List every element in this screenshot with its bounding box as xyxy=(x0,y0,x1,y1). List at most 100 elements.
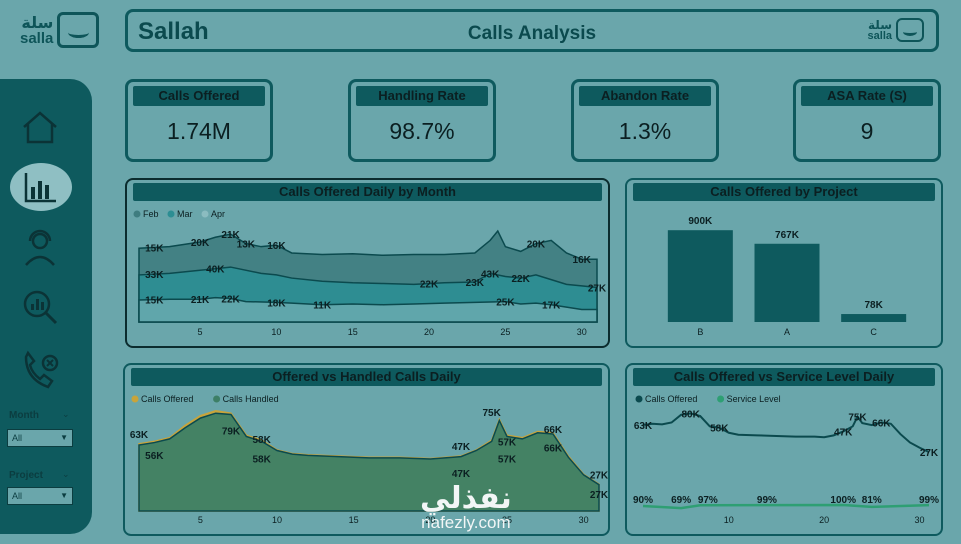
data-label: 20K xyxy=(527,240,546,251)
chart-title: Calls Offered by Project xyxy=(633,183,935,201)
data-label: 15K xyxy=(145,243,164,254)
data-label: 27K xyxy=(590,470,609,481)
chevron-down-icon[interactable]: ⌄ xyxy=(62,409,70,419)
legend-service-level: Service Level xyxy=(727,394,781,404)
data-label: 63K xyxy=(130,430,149,441)
data-label: 22K xyxy=(511,274,530,285)
x-tick-label: B xyxy=(697,327,703,337)
data-label: 66K xyxy=(544,425,563,436)
data-label: 13K xyxy=(237,240,256,251)
data-label: 15K xyxy=(145,296,164,307)
shopping-bag-icon xyxy=(57,12,100,48)
service-level-label: 99% xyxy=(919,495,939,506)
legend-feb-marker xyxy=(133,210,141,218)
chart-svg: Calls Offered Calls Handled 63K 56K 79K 58K 58… xyxy=(130,394,609,525)
project-filter-select[interactable]: All ▼ xyxy=(7,487,73,505)
month-filter-select[interactable]: All ▼ xyxy=(7,429,73,447)
bar-chart-icon[interactable] xyxy=(18,165,62,209)
legend-mar-marker xyxy=(167,210,175,218)
sidebar: Month ⌄ All ▼ Project ⌄ All ▼ xyxy=(0,79,92,534)
service-level-label: 81% xyxy=(862,495,882,506)
data-label: 23K xyxy=(466,278,485,289)
x-tick-label: 5 xyxy=(198,327,203,337)
month-filter-label: Month xyxy=(9,410,39,421)
data-label: 58K xyxy=(252,454,271,465)
x-tick-label: C xyxy=(870,327,877,337)
data-label: 63K xyxy=(634,421,653,432)
kpi-calls-offered: Calls Offered 1.74M xyxy=(125,79,273,162)
header-shopping-bag-icon xyxy=(896,18,924,42)
data-label: 47K xyxy=(452,442,471,453)
legend-calls-handled-marker xyxy=(213,395,221,403)
data-label: 11K xyxy=(313,301,332,312)
legend-calls-handled: Calls Handled xyxy=(223,394,279,404)
salla-logo: سلة salla xyxy=(20,12,100,48)
service-level-label: 69% xyxy=(671,495,691,506)
x-tick-label: 20 xyxy=(819,515,829,525)
x-tick-label: 10 xyxy=(271,327,281,337)
x-tick-label: 30 xyxy=(579,515,589,525)
data-label: 66K xyxy=(544,443,563,454)
call-cancel-icon[interactable] xyxy=(18,349,62,393)
project-filter-value: All xyxy=(12,491,23,501)
kpi-title: Abandon Rate xyxy=(579,86,711,106)
data-label: 79K xyxy=(222,426,241,437)
bar-B xyxy=(667,230,733,322)
x-tick-label: A xyxy=(784,327,790,337)
data-label: 27K xyxy=(588,283,607,294)
home-icon[interactable] xyxy=(18,105,62,149)
legend-calls-offered: Calls Offered xyxy=(645,394,697,404)
legend-apr-marker xyxy=(201,210,209,218)
kpi-title: Calls Offered xyxy=(133,86,265,106)
service-level-label: 90% xyxy=(633,495,653,506)
magnify-chart-icon[interactable] xyxy=(18,285,62,329)
data-label: 58K xyxy=(710,424,729,435)
call-agent-icon[interactable] xyxy=(18,225,62,269)
legend-calls-offered-marker xyxy=(635,395,643,403)
watermark-arabic: نفذلي xyxy=(420,481,512,516)
data-label: 75K xyxy=(848,413,867,424)
month-filter-value: All xyxy=(12,433,23,443)
x-tick-label: 10 xyxy=(272,515,282,525)
chart-svg: 900K B 767K A 78K C xyxy=(667,216,907,337)
legend-service-level-marker xyxy=(717,395,725,403)
x-tick-label: 20 xyxy=(424,327,434,337)
chart-calls-daily-by-month: Calls Offered Daily by Month Feb Mar Apr 15… xyxy=(125,178,610,348)
project-filter-label: Project xyxy=(9,470,43,481)
data-label: 21K xyxy=(191,295,210,306)
watermark-latin: nafezly.com xyxy=(421,513,511,532)
data-label: 17K xyxy=(542,301,561,312)
bar-value-label: 767K xyxy=(775,230,800,241)
header-bar: Sallah Calls Analysis سلة salla xyxy=(125,9,939,52)
chevron-down-icon[interactable]: ⌄ xyxy=(62,469,70,479)
legend-calls-offered-marker xyxy=(131,395,139,403)
x-tick-label: 25 xyxy=(500,327,510,337)
data-label: 22K xyxy=(221,294,240,305)
line-calls-offered xyxy=(642,412,930,454)
data-label: 40K xyxy=(206,265,225,276)
x-tick-label: 5 xyxy=(198,515,203,525)
kpi-title: Handling Rate xyxy=(356,86,488,106)
service-level-label: 100% xyxy=(830,495,856,506)
kpi-value: 98.7% xyxy=(389,118,455,144)
x-tick-label: 30 xyxy=(577,327,587,337)
header-logo-latin: salla xyxy=(867,29,892,42)
legend-apr: Apr xyxy=(211,209,225,219)
data-label: 43K xyxy=(481,269,500,280)
chart-svg: Calls Offered Service Level 63K 80K 58K 47K 75… xyxy=(633,394,939,525)
legend-feb: Feb xyxy=(143,209,159,219)
line-service-level xyxy=(642,503,930,510)
data-label: 27K xyxy=(590,490,609,501)
data-label: 58K xyxy=(252,435,271,446)
area-apr xyxy=(138,296,598,323)
x-tick-label: 30 xyxy=(914,515,924,525)
dropdown-arrow-icon: ▼ xyxy=(60,491,68,500)
service-level-label: 97% xyxy=(698,495,718,506)
x-tick-label: 10 xyxy=(724,515,734,525)
x-tick-label: 15 xyxy=(348,327,358,337)
watermark: نفذلي nafezly.com xyxy=(420,484,512,532)
data-label: 18K xyxy=(267,298,286,309)
data-label: 27K xyxy=(920,448,939,459)
data-label: 75K xyxy=(482,408,501,419)
bar-A xyxy=(754,243,820,322)
